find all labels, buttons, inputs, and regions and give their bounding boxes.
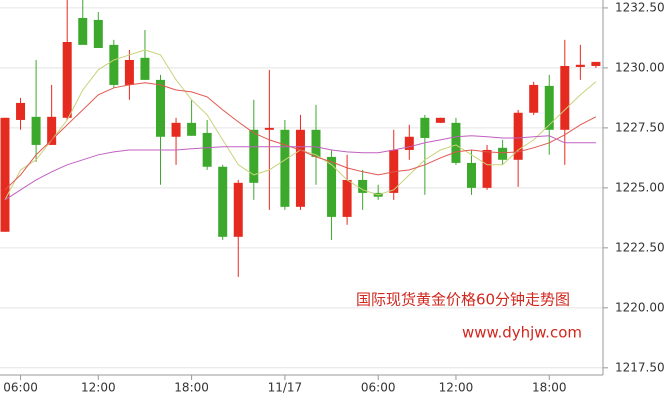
candle-body <box>280 129 290 207</box>
candle-body <box>171 122 181 137</box>
candle-body <box>62 41 72 118</box>
candle-body <box>498 147 508 160</box>
candle-body <box>264 127 274 130</box>
candle-body <box>560 65 570 130</box>
candle-body <box>482 149 492 188</box>
candle-body <box>109 44 119 85</box>
x-tick-label: 06:00 <box>361 381 396 395</box>
candle-body <box>435 117 445 123</box>
x-tick-label: 18:00 <box>174 381 209 395</box>
x-tick-label: 06:00 <box>3 381 38 395</box>
candle-body <box>249 129 259 183</box>
candle-body <box>358 179 368 193</box>
candle-body <box>218 166 228 237</box>
candle-body <box>78 17 88 45</box>
x-tick-label: 18:00 <box>532 381 567 395</box>
y-tick-label: 1227.50 <box>615 120 665 134</box>
candle-body <box>513 112 523 160</box>
candle-body <box>202 132 212 167</box>
candle-body <box>311 129 321 157</box>
y-tick-label: 1232.50 <box>615 0 665 14</box>
candle-body <box>467 162 476 188</box>
candle-body <box>156 79 165 137</box>
y-tick-label: 1220.00 <box>615 300 665 314</box>
candle-body <box>327 156 337 217</box>
candle-body <box>295 129 305 207</box>
candle-body <box>124 59 134 85</box>
x-tick-label: 12:00 <box>81 381 116 395</box>
candle-body <box>93 19 103 48</box>
annotation: www.dyhjw.com <box>462 324 582 342</box>
candle-body <box>404 136 414 150</box>
candle-body <box>451 122 461 163</box>
candle-body <box>47 116 57 145</box>
candle-body <box>31 116 41 145</box>
y-tick-label: 1230.00 <box>615 60 665 74</box>
y-tick-label: 1217.50 <box>615 360 665 374</box>
chart-title: 国际现货黄金价格60分钟走势图 <box>356 291 570 309</box>
candle-body <box>342 179 352 217</box>
candle-body <box>575 64 585 67</box>
moving-average-line <box>4 135 596 201</box>
candle-body <box>16 102 26 120</box>
candle-body <box>529 84 539 113</box>
candle-body <box>233 182 243 237</box>
candle-body <box>187 122 197 136</box>
candle-body <box>140 57 150 80</box>
x-tick-label: 11/17 <box>268 381 303 395</box>
x-tick-label: 12:00 <box>439 381 474 395</box>
moving-average-line <box>4 82 597 191</box>
candle-body <box>591 61 601 66</box>
y-tick-label: 1225.00 <box>615 180 665 194</box>
candle-body <box>420 117 430 138</box>
candle-body <box>0 117 10 232</box>
y-tick-label: 1222.50 <box>615 240 665 254</box>
candle-body <box>544 85 554 130</box>
